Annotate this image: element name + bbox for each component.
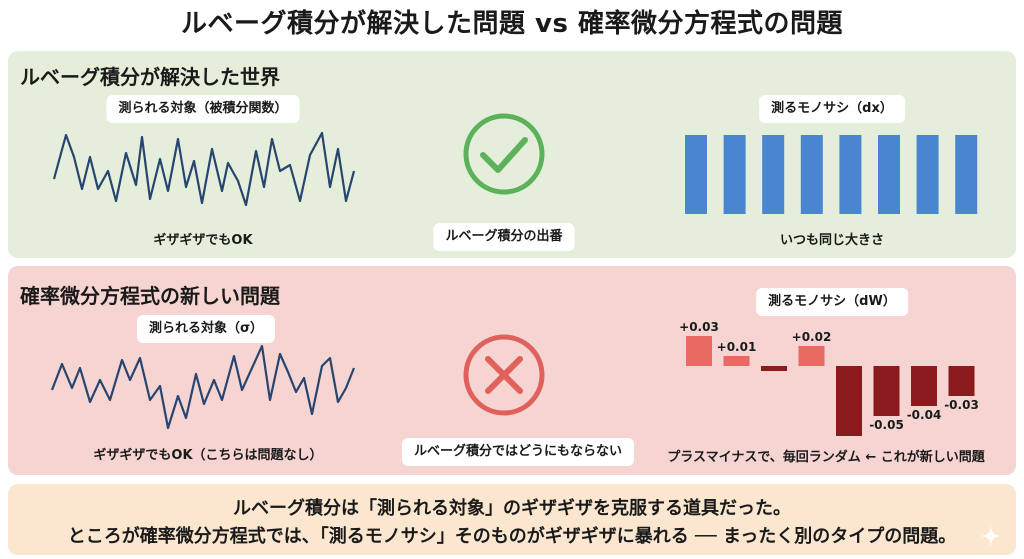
dw-bar bbox=[799, 346, 825, 366]
check-icon bbox=[461, 111, 547, 197]
dx-bar bbox=[762, 135, 784, 214]
lebesgue-panel-heading: ルベーグ積分が解決した世界 bbox=[20, 61, 280, 90]
dw-value-label: -0.05 bbox=[869, 418, 904, 432]
dw-bar bbox=[761, 366, 787, 371]
dx-bar bbox=[955, 135, 977, 214]
lebesgue-target-label: 測られる対象（被積分関数） bbox=[106, 95, 299, 123]
dw-bar bbox=[724, 356, 750, 366]
sde-center-label: ルベーグ積分ではどうにもならない bbox=[402, 438, 634, 466]
sde-ruler-caption: プラスマイナスで、毎回ランダム ← これが新しい問題 bbox=[667, 446, 985, 465]
dx-bar bbox=[801, 135, 823, 214]
dw-value-label: -0.03 bbox=[944, 398, 979, 412]
dx-bar bbox=[917, 135, 939, 214]
sde-panel: 確率微分方程式の新しい問題 測られる対象（σ） ギザギザでもOK（こちらは問題な… bbox=[8, 266, 1016, 475]
summary-line-2: ところが確率微分方程式では、「測るモノサシ」そのものがギザギザに暴れる ── ま… bbox=[8, 522, 1016, 548]
dx-bar bbox=[685, 135, 707, 214]
dw-bars: +0.03 +0.01 +0.02 -0.05-0.04-0.03 bbox=[668, 312, 988, 442]
sparkle-icon bbox=[980, 525, 1002, 547]
summary-line-1: ルベーグ積分は「測られる対象」のギザギザを克服する道具だった。 bbox=[8, 494, 1016, 520]
sde-target-label: 測られる対象（σ） bbox=[137, 315, 275, 343]
dw-bar bbox=[874, 366, 900, 416]
dw-value-label: -0.04 bbox=[907, 408, 942, 422]
lebesgue-ruler-caption: いつも同じ大きさ bbox=[780, 229, 884, 248]
lebesgue-panel: ルベーグ積分が解決した世界 測られる対象（被積分関数） ギザギザでもOK ルベー… bbox=[8, 51, 1016, 258]
cross-icon bbox=[461, 332, 547, 418]
summary-note: ルベーグ積分は「測られる対象」のギザギザを克服する道具だった。 ところが確率微分… bbox=[8, 484, 1016, 555]
dw-value-label: +0.02 bbox=[792, 330, 832, 344]
dw-bar bbox=[686, 336, 712, 366]
dw-value-label: +0.03 bbox=[679, 320, 719, 334]
dw-bar bbox=[949, 366, 975, 396]
sde-panel-heading: 確率微分方程式の新しい問題 bbox=[20, 280, 280, 309]
dw-bar bbox=[911, 366, 937, 406]
dx-bar bbox=[839, 135, 861, 214]
sde-target-caption: ギザギザでもOK（こちらは問題なし） bbox=[93, 444, 322, 463]
dx-bar bbox=[724, 135, 746, 214]
lebesgue-ruler-label: 測るモノサシ（dx） bbox=[759, 95, 905, 123]
dx-bars bbox=[678, 135, 978, 215]
dw-bar bbox=[836, 366, 862, 436]
sigma-wave bbox=[48, 344, 358, 434]
lebesgue-target-caption: ギザギザでもOK bbox=[153, 229, 252, 248]
lebesgue-center-label: ルベーグ積分の出番 bbox=[433, 223, 574, 251]
dw-value-label: +0.01 bbox=[717, 340, 757, 354]
dx-bar bbox=[878, 135, 900, 214]
page-title: ルベーグ積分が解決した問題 vs 確率微分方程式の問題 bbox=[0, 4, 1024, 44]
integrand-wave bbox=[50, 129, 360, 219]
